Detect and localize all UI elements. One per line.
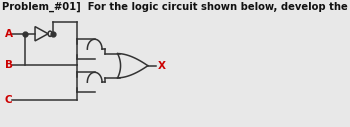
Text: C: C [5,95,12,105]
Text: B: B [5,60,13,70]
Text: X: X [158,61,166,71]
Text: A: A [5,29,13,39]
Text: Problem_#01]  For the logic circuit shown below, develop the expression for X.: Problem_#01] For the logic circuit shown… [2,2,350,12]
